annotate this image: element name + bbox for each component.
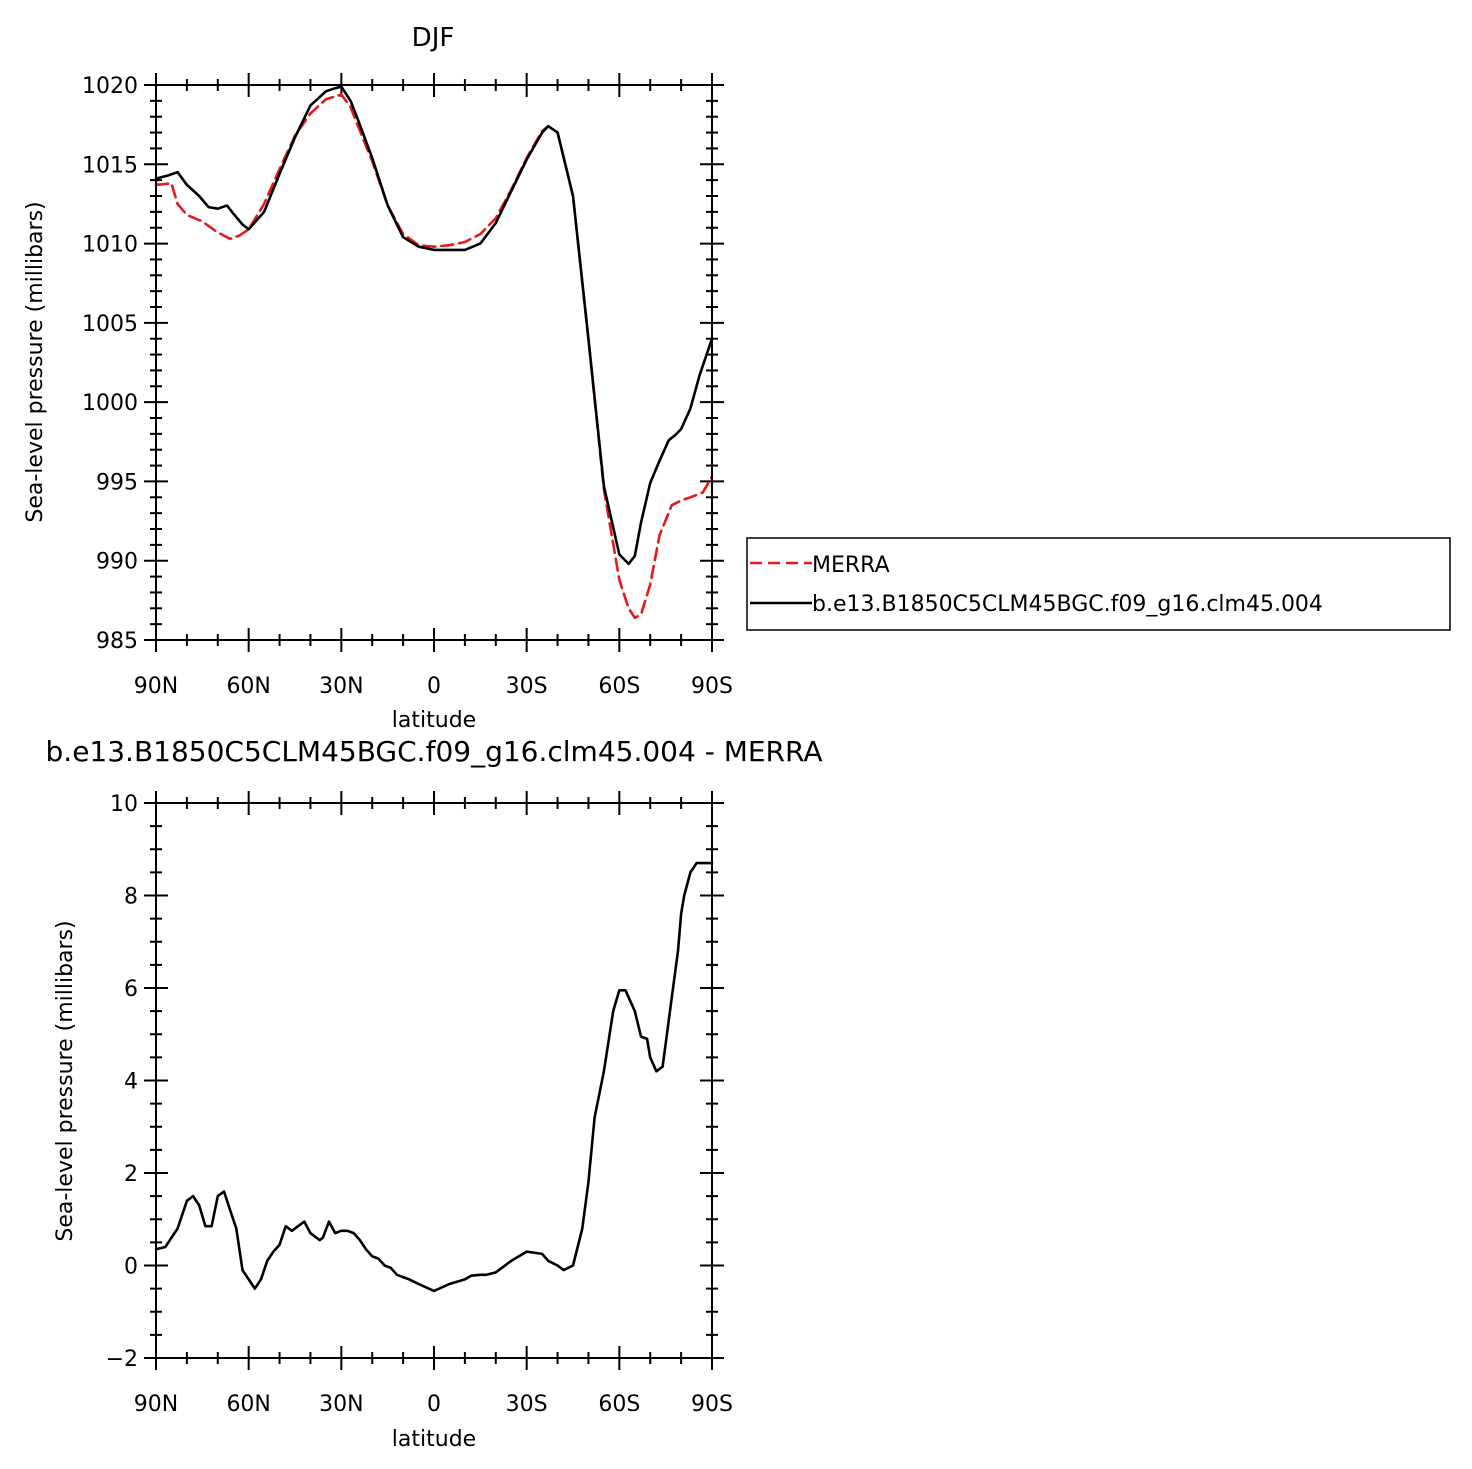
y-tick-label: 990 [96, 550, 138, 575]
x-tick-label: 60N [226, 674, 270, 699]
tick-marks [144, 791, 724, 1370]
x-tick-label: 90S [691, 1392, 733, 1417]
x-tick-label: 30S [506, 1392, 548, 1417]
y-tick-label: 4 [124, 1070, 138, 1095]
y-tick-label: 985 [96, 629, 138, 654]
y-tick-label: 10 [110, 792, 138, 817]
tick-marks [144, 73, 724, 652]
x-tick-label: 30N [319, 1392, 363, 1417]
legend: MERRA b.e13.B1850C5CLM45BGC.f09_g16.clm4… [746, 537, 1451, 631]
x-tick-label: 0 [427, 1392, 441, 1417]
x-tick-label: 60S [598, 1392, 640, 1417]
y-tick-label: 995 [96, 470, 138, 495]
y-axis-label: Sea-level pressure (millibars) [23, 201, 48, 522]
series-line-1 [154, 85, 714, 566]
y-tick-label: 1005 [82, 312, 138, 337]
y-tick-label: 1020 [82, 74, 138, 99]
y-tick-label: 8 [124, 885, 138, 910]
tick-labels: 90N 60N 30N 0 30S 60S 90S −2 0 2 4 6 8 10 [106, 792, 733, 1417]
x-axis-label: latitude [392, 1427, 476, 1452]
y-axis-label: Sea-level pressure (millibars) [53, 920, 78, 1241]
y-tick-label: 0 [124, 1255, 138, 1280]
plot-frame [155, 84, 713, 641]
series-line-0 [154, 861, 714, 1293]
panel-title: b.e13.B1850C5CLM45BGC.f09_g16.clm45.004 … [46, 735, 823, 768]
legend-box [746, 537, 1451, 631]
tick-labels: 90N 60N 30N 0 30S 60S 90S 985 990 995 1000 1005 1010… [82, 74, 733, 699]
data-series [154, 85, 714, 620]
panel-title: DJF [412, 23, 455, 53]
x-tick-label: 60S [598, 674, 640, 699]
x-axis-label: latitude [392, 708, 476, 733]
y-tick-label: 1015 [82, 153, 138, 178]
y-tick-label: 1010 [82, 233, 138, 258]
x-tick-label: 30S [506, 674, 548, 699]
legend-label-merra: MERRA [812, 553, 890, 578]
panel-difference: b.e13.B1850C5CLM45BGC.f09_g16.clm45.004 … [46, 735, 823, 1452]
x-tick-label: 90S [691, 674, 733, 699]
y-tick-label: 2 [124, 1162, 138, 1187]
y-tick-label: 6 [124, 977, 138, 1002]
x-tick-label: 60N [226, 1392, 270, 1417]
x-tick-label: 90N [134, 1392, 178, 1417]
x-tick-label: 0 [427, 674, 441, 699]
x-tick-label: 30N [319, 674, 363, 699]
panel-djf: DJF 90N 60N 30N 0 30S 60S 90S 985 990 995 1000 1005… [23, 23, 733, 733]
plot-frame [155, 802, 713, 1359]
y-tick-label: −2 [106, 1347, 138, 1372]
data-series [154, 861, 714, 1293]
x-tick-label: 90N [134, 674, 178, 699]
legend-label-model: b.e13.B1850C5CLM45BGC.f09_g16.clm45.004 [812, 592, 1323, 617]
series-line-0 [154, 93, 714, 620]
y-tick-label: 1000 [82, 391, 138, 416]
